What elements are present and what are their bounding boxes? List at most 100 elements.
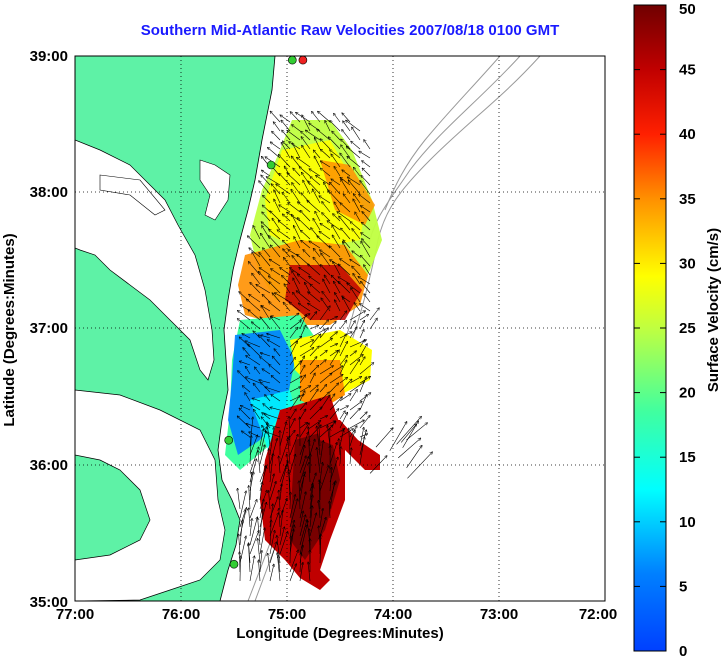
velocity-arrow (316, 176, 331, 186)
velocity-arrow (299, 515, 306, 537)
velocity-arrow (299, 386, 311, 393)
velocity-arrow (282, 193, 291, 204)
velocity-arrow (263, 248, 271, 258)
velocity-arrow (309, 276, 321, 285)
velocity-arrow (329, 394, 335, 402)
velocity-arrow (322, 202, 331, 213)
velocity-arrow (351, 288, 361, 303)
velocity-arrow (320, 139, 331, 150)
velocity-arrow (259, 509, 263, 537)
velocity-arrow (249, 556, 254, 582)
velocity-arrow (309, 312, 317, 321)
velocity-arrow (270, 520, 271, 546)
velocity-arrow (262, 205, 271, 213)
velocity-arrow (330, 121, 341, 132)
velocity-arrow (274, 349, 281, 357)
velocity-arrow (349, 408, 360, 420)
velocity-arrow (398, 438, 420, 459)
velocity-arrow (292, 256, 301, 267)
plot-frame (74, 55, 606, 602)
velocity-arrow (289, 525, 294, 555)
velocity-arrow (329, 457, 338, 483)
velocity-arrow (259, 335, 271, 348)
velocity-arrow (249, 508, 251, 528)
velocity-arrow (329, 350, 339, 366)
x-tick-label: 73:00 (480, 606, 518, 623)
velocity-arrow (274, 190, 281, 204)
velocity-arrow (269, 439, 277, 465)
velocity-arrow (269, 513, 279, 537)
velocity-arrow (299, 375, 305, 384)
velocity-arrow (269, 531, 275, 555)
velocity-arrow (364, 294, 371, 303)
x-tick-label: 76:00 (162, 606, 200, 623)
velocity-arrow (299, 348, 314, 357)
velocity-arrow (352, 127, 361, 141)
velocity-arrow (248, 310, 261, 321)
velocity-arrow (346, 120, 361, 132)
velocity-arrow (259, 253, 271, 267)
velocity-arrow (301, 137, 311, 150)
velocity-arrow (319, 328, 328, 339)
velocity-arrow (334, 167, 341, 177)
velocity-arrow (339, 430, 344, 447)
velocity-arrow (259, 380, 271, 384)
x-tick-label: 74:00 (374, 606, 412, 623)
velocity-arrow (350, 222, 361, 231)
velocity-arrow (375, 428, 393, 448)
velocity-arrow (279, 490, 280, 510)
velocity-arrow (270, 245, 281, 258)
velocity-arrow (271, 269, 281, 276)
velocity-arrow (360, 181, 371, 195)
velocity-arrow (359, 412, 367, 420)
velocity-arrow (348, 177, 361, 186)
velocity-arrow (289, 361, 301, 375)
velocity-arrow (242, 334, 251, 339)
velocity-arrow (249, 486, 250, 510)
velocity-arrow (252, 273, 261, 285)
velocity-arrow (269, 482, 276, 501)
velocity-arrow (289, 395, 300, 411)
velocity-arrow (252, 252, 261, 267)
velocity-arrow (289, 431, 295, 438)
y-tick-label: 35:00 (30, 594, 68, 611)
velocity-arrow (259, 445, 265, 465)
velocity-arrow (329, 443, 337, 465)
velocity-arrow (272, 218, 281, 231)
velocity-arrow (339, 379, 352, 393)
velocity-arrow (299, 520, 307, 546)
velocity-arrow (361, 255, 371, 267)
velocity-arrow (277, 230, 291, 240)
velocity-arrow (353, 194, 361, 204)
velocity-arrow (319, 463, 323, 483)
y-tick-label: 36:00 (30, 457, 68, 474)
velocity-arrow (299, 432, 308, 456)
velocity-arrow (362, 239, 371, 249)
velocity-arrow (319, 480, 320, 510)
velocity-arrow (289, 394, 304, 402)
velocity-arrow (299, 303, 311, 312)
velocity-arrow (319, 320, 328, 330)
velocity-arrow (309, 346, 319, 357)
velocity-arrow (308, 303, 321, 312)
velocity-arrow (263, 404, 271, 411)
velocity-arrow (339, 394, 351, 402)
velocity-arrow (349, 420, 364, 429)
velocity-arrow (329, 375, 343, 384)
velocity-arrow (320, 224, 331, 231)
velocity-arrow (287, 130, 301, 141)
velocity-arrow (239, 520, 243, 546)
velocity-arrow (287, 173, 301, 186)
velocity-arrow (283, 240, 291, 249)
velocity-arrow (249, 500, 257, 519)
velocity-arrow (239, 534, 241, 555)
velocity-arrow (350, 259, 361, 267)
velocity-arrow (299, 365, 305, 375)
station-marker (266, 160, 276, 170)
velocity-arrow (269, 474, 274, 492)
velocity-arrow (320, 265, 331, 276)
velocity-arrow (279, 465, 287, 492)
velocity-arrow (303, 180, 311, 195)
velocity-arrow (239, 536, 246, 564)
velocity-arrow (293, 168, 301, 177)
